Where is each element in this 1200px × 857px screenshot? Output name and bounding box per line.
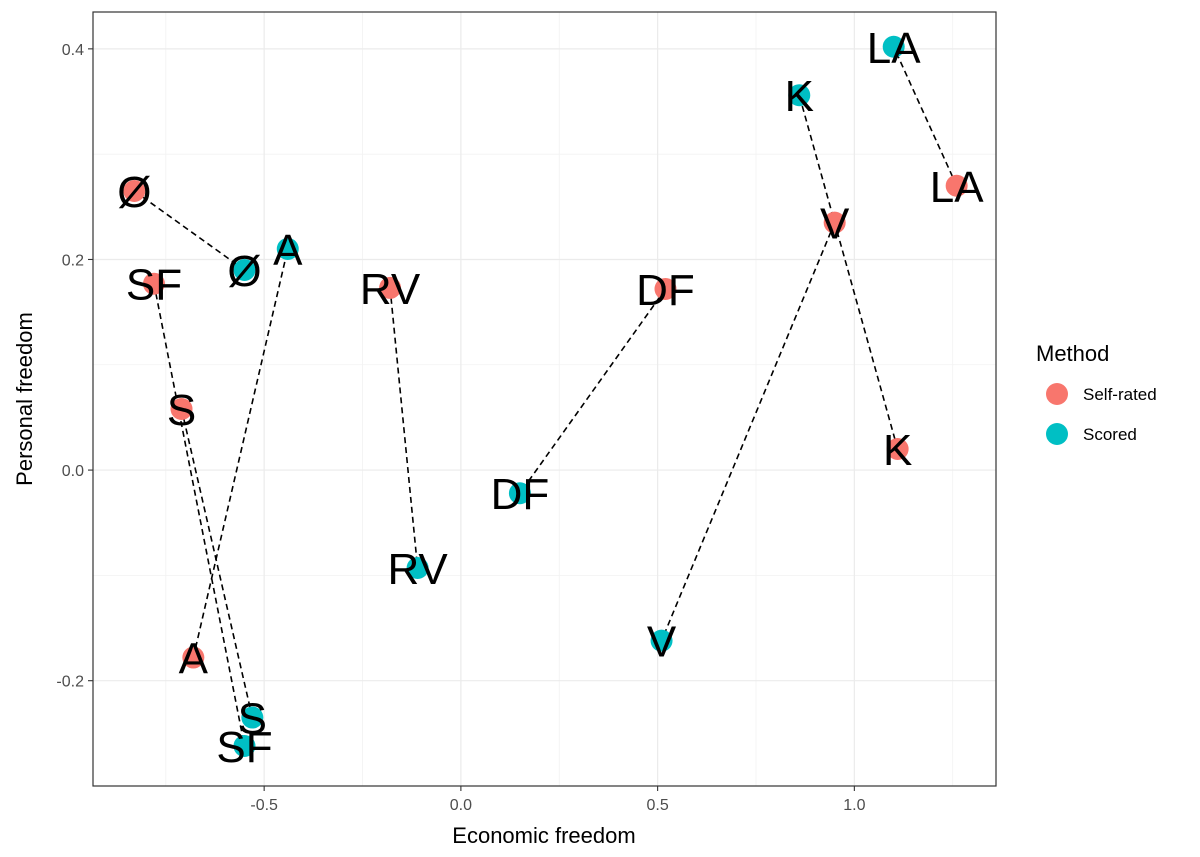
point-label-scored-rv: RV xyxy=(387,545,448,594)
point-label-scored-k: K xyxy=(785,72,814,121)
point-label-self-rated-a: A xyxy=(179,635,209,684)
point-label-self-rated-k: K xyxy=(883,426,912,475)
legend-label-self-rated: Self-rated xyxy=(1083,385,1157,404)
point-self-rated-v xyxy=(823,211,846,234)
point-self-rated-df xyxy=(654,277,677,300)
connection-line-v xyxy=(660,222,836,641)
point-scored-v xyxy=(650,629,673,652)
x-tick-label: 0.5 xyxy=(646,797,668,814)
point-self-rated-la xyxy=(945,174,968,197)
point-label-self-rated-o-slash: Ø xyxy=(117,168,151,217)
grid-layer xyxy=(93,12,996,786)
point-label-scored-la: LA xyxy=(867,24,921,73)
point-scored-o-slash xyxy=(233,259,256,281)
point-self-rated-a xyxy=(182,646,205,669)
point-label-self-rated-v: V xyxy=(820,200,850,249)
point-label-self-rated-df: DF xyxy=(636,266,695,315)
connection-line-o-slash xyxy=(133,190,245,271)
connection-line-la xyxy=(892,46,958,187)
axis-layer: -0.5 0.0 0.5 1.0 -0.2 0.0 0.2 0.4 xyxy=(56,42,865,814)
point-self-rated-o-slash xyxy=(123,180,146,203)
plot-border xyxy=(92,11,997,787)
point-label-self-rated-s: S xyxy=(167,386,196,435)
point-scored-rv xyxy=(406,557,429,580)
point-label-scored-o-slash: Ø xyxy=(227,247,261,296)
x-axis-title: Economic freedom xyxy=(452,823,635,848)
legend-swatch-self-rated xyxy=(1046,383,1068,405)
connection-line-sf xyxy=(153,283,246,747)
point-scored-a xyxy=(276,237,299,260)
x-tick-label: 1.0 xyxy=(843,797,865,814)
plot-panel xyxy=(93,12,996,786)
point-self-rated-sf xyxy=(142,272,165,295)
point-label-scored-s: S xyxy=(238,695,267,744)
point-label-scored-sf: SF xyxy=(216,723,272,772)
point-self-rated-rv xyxy=(379,276,402,299)
y-tick-label: 0.2 xyxy=(62,252,84,269)
y-axis-title: Personal freedom xyxy=(12,312,37,486)
point-label-self-rated-sf: SF xyxy=(126,261,182,310)
point-scored-la xyxy=(882,35,905,58)
point-label-scored-v: V xyxy=(647,618,677,667)
point-layer xyxy=(123,35,968,757)
point-label-self-rated-la: LA xyxy=(930,163,984,212)
point-label-scored-df: DF xyxy=(491,470,550,519)
point-self-rated-s xyxy=(170,398,193,421)
legend-title: Method xyxy=(1036,341,1109,366)
point-self-rated-k xyxy=(886,438,909,461)
point-label-self-rated-rv: RV xyxy=(360,265,421,314)
y-tick-label: 0.0 xyxy=(62,463,84,480)
connection-line-df xyxy=(519,288,667,494)
point-scored-sf xyxy=(233,734,256,757)
legend: Method Self-rated Scored xyxy=(1036,341,1157,445)
point-scored-k xyxy=(788,84,811,107)
point-label-scored-a: A xyxy=(273,226,303,275)
connection-layer xyxy=(133,46,958,747)
connection-line-s xyxy=(180,408,254,718)
y-tick-label: -0.2 xyxy=(56,674,84,691)
connection-line-k xyxy=(798,94,899,450)
x-tick-label: 0.0 xyxy=(450,797,472,814)
y-tick-label: 0.4 xyxy=(62,42,84,59)
connection-line-rv xyxy=(389,287,419,569)
point-scored-s xyxy=(241,706,264,729)
legend-label-scored: Scored xyxy=(1083,425,1137,444)
legend-swatch-scored xyxy=(1046,423,1068,445)
point-scored-df xyxy=(508,482,531,505)
x-tick-label: -0.5 xyxy=(250,797,278,814)
